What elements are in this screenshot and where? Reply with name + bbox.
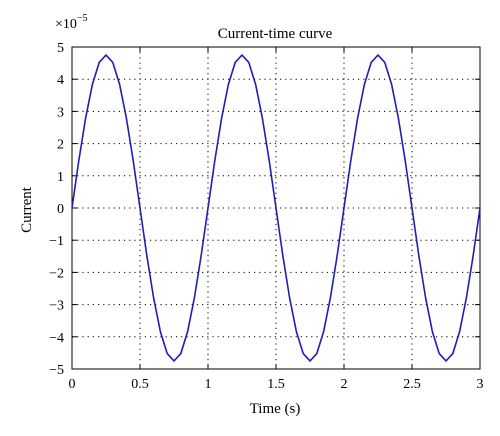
chart-title: Current-time curve xyxy=(218,26,333,42)
y-tick-label: 0 xyxy=(57,202,64,217)
current-series-line xyxy=(71,53,481,363)
x-tick-label: 3 xyxy=(477,377,484,392)
y-tick-label: 5 xyxy=(57,41,64,56)
x-tick-label: 0 xyxy=(69,377,76,392)
y-tick-label: 1 xyxy=(57,170,64,185)
x-tick-labels: 0 0.5 1 1.5 2 2.5 3 xyxy=(69,377,484,392)
x-tick-label: 2.5 xyxy=(403,377,421,392)
axis-ticks xyxy=(71,46,481,370)
x-axis-label: Time (s) xyxy=(250,401,301,417)
y-scale-base: ×10 xyxy=(55,17,77,32)
y-tick-label: −2 xyxy=(49,266,64,281)
x-tick-label: 1.5 xyxy=(267,377,285,392)
y-tick-labels: 5 4 3 2 1 0 −1 −2 −3 −4 −5 xyxy=(49,41,64,378)
x-tick-label: 0.5 xyxy=(131,377,149,392)
y-tick-label: 3 xyxy=(57,105,64,120)
y-tick-label: −1 xyxy=(49,234,64,249)
y-axis-label: Current xyxy=(19,186,35,233)
x-tick-label: 1 xyxy=(205,377,212,392)
y-tick-label: −5 xyxy=(49,363,64,378)
y-scale-power: −5 xyxy=(77,13,88,24)
y-tick-label: −4 xyxy=(49,331,64,346)
x-tick-label: 2 xyxy=(341,377,348,392)
y-tick-label: 2 xyxy=(57,138,64,153)
y-tick-label: 4 xyxy=(57,73,64,88)
y-scale-exponent: ×10−5 xyxy=(55,13,88,32)
y-tick-label: −3 xyxy=(49,299,64,314)
